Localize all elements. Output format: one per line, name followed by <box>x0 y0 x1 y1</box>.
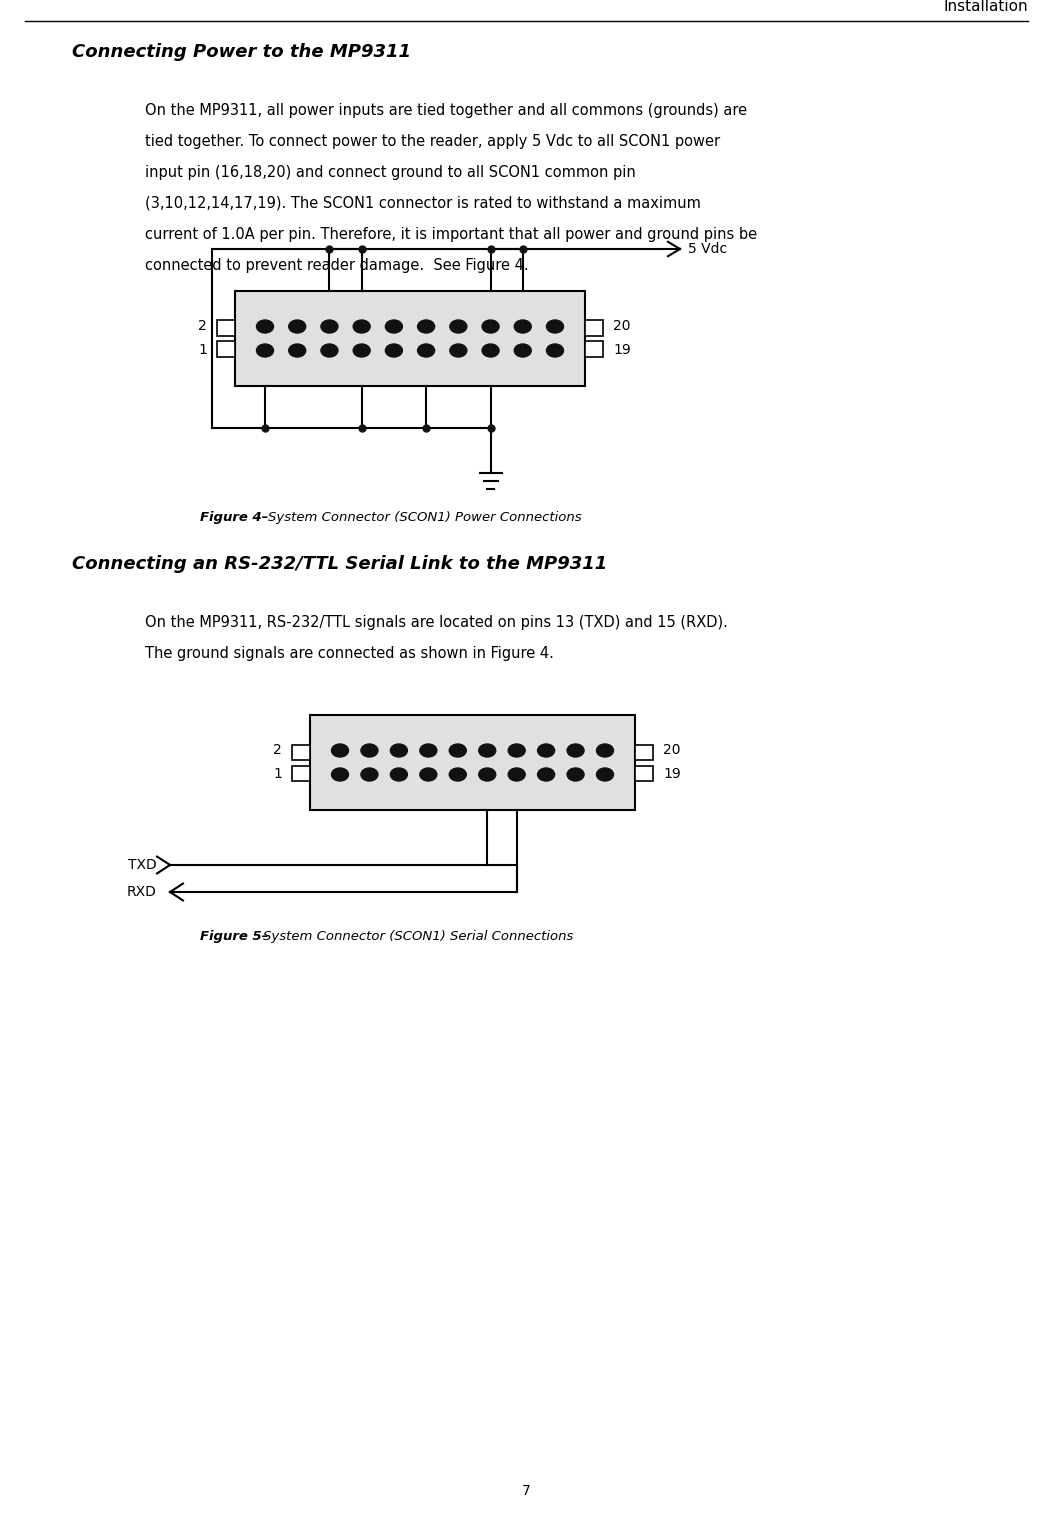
Text: The ground signals are connected as shown in Figure 4.: The ground signals are connected as show… <box>145 646 554 661</box>
Text: 19: 19 <box>663 767 680 782</box>
Ellipse shape <box>391 769 408 781</box>
Text: 20: 20 <box>613 320 631 334</box>
Ellipse shape <box>289 320 305 334</box>
Bar <box>292 744 310 760</box>
Text: On the MP9311, all power inputs are tied together and all commons (grounds) are: On the MP9311, all power inputs are tied… <box>145 103 748 118</box>
Text: Connecting an RS-232/TTL Serial Link to the MP9311: Connecting an RS-232/TTL Serial Link to … <box>72 555 608 573</box>
Ellipse shape <box>509 744 525 756</box>
Ellipse shape <box>450 320 466 334</box>
Text: 7: 7 <box>522 1484 531 1498</box>
Ellipse shape <box>509 769 525 781</box>
Ellipse shape <box>257 344 274 356</box>
Ellipse shape <box>391 744 408 756</box>
Ellipse shape <box>596 744 614 756</box>
Ellipse shape <box>418 320 435 334</box>
Ellipse shape <box>450 769 466 781</box>
Bar <box>635 766 653 781</box>
Text: Installation: Installation <box>943 0 1028 14</box>
Ellipse shape <box>596 769 614 781</box>
Text: Figure 4–: Figure 4– <box>200 511 269 525</box>
Text: 5 Vdc: 5 Vdc <box>688 243 728 256</box>
Text: On the MP9311, RS-232/TTL signals are located on pins 13 (TXD) and 15 (RXD).: On the MP9311, RS-232/TTL signals are lo… <box>145 615 728 631</box>
Bar <box>310 716 635 810</box>
Text: tied together. To connect power to the reader, apply 5 Vdc to all SCON1 power: tied together. To connect power to the r… <box>145 133 720 149</box>
Text: 19: 19 <box>613 344 631 358</box>
Ellipse shape <box>289 344 305 356</box>
Ellipse shape <box>450 344 466 356</box>
Ellipse shape <box>538 769 555 781</box>
Ellipse shape <box>257 320 274 334</box>
Text: System Connector (SCON1) Power Connections: System Connector (SCON1) Power Connectio… <box>269 511 581 525</box>
Text: input pin (16,18,20) and connect ground to all SCON1 common pin: input pin (16,18,20) and connect ground … <box>145 165 636 180</box>
Bar <box>292 766 310 781</box>
Ellipse shape <box>418 344 435 356</box>
Ellipse shape <box>420 769 437 781</box>
Ellipse shape <box>547 344 563 356</box>
Ellipse shape <box>450 744 466 756</box>
Text: connected to prevent reader damage.  See Figure 4.: connected to prevent reader damage. See … <box>145 258 529 273</box>
Ellipse shape <box>385 344 402 356</box>
Ellipse shape <box>547 320 563 334</box>
Ellipse shape <box>568 769 584 781</box>
Bar <box>585 341 603 356</box>
Ellipse shape <box>538 744 555 756</box>
Text: current of 1.0A per pin. Therefore, it is important that all power and ground pi: current of 1.0A per pin. Therefore, it i… <box>145 227 757 243</box>
Text: 2: 2 <box>273 743 282 758</box>
Ellipse shape <box>361 744 378 756</box>
Ellipse shape <box>482 320 499 334</box>
Ellipse shape <box>385 320 402 334</box>
Ellipse shape <box>482 344 499 356</box>
Ellipse shape <box>514 320 532 334</box>
Text: Figure 5–: Figure 5– <box>200 929 269 943</box>
Bar <box>217 341 235 356</box>
Ellipse shape <box>514 344 532 356</box>
Bar <box>585 320 603 335</box>
Text: RXD: RXD <box>127 885 157 899</box>
Text: 1: 1 <box>198 344 207 358</box>
Text: 2: 2 <box>198 320 207 334</box>
Ellipse shape <box>479 744 496 756</box>
Ellipse shape <box>321 344 338 356</box>
Ellipse shape <box>321 320 338 334</box>
Text: System Connector (SCON1) Serial Connections: System Connector (SCON1) Serial Connecti… <box>263 929 574 943</box>
Text: 20: 20 <box>663 743 680 758</box>
Ellipse shape <box>479 769 496 781</box>
Bar <box>635 744 653 760</box>
Ellipse shape <box>332 744 349 756</box>
Ellipse shape <box>361 769 378 781</box>
Ellipse shape <box>568 744 584 756</box>
Ellipse shape <box>420 744 437 756</box>
Text: TXD: TXD <box>128 858 157 872</box>
Bar <box>217 320 235 335</box>
Text: 1: 1 <box>273 767 282 782</box>
Ellipse shape <box>353 344 371 356</box>
Text: (3,10,12,14,17,19). The SCON1 connector is rated to withstand a maximum: (3,10,12,14,17,19). The SCON1 connector … <box>145 196 701 211</box>
Text: Connecting Power to the MP9311: Connecting Power to the MP9311 <box>72 42 411 61</box>
Ellipse shape <box>353 320 371 334</box>
Bar <box>235 291 585 387</box>
Ellipse shape <box>332 769 349 781</box>
